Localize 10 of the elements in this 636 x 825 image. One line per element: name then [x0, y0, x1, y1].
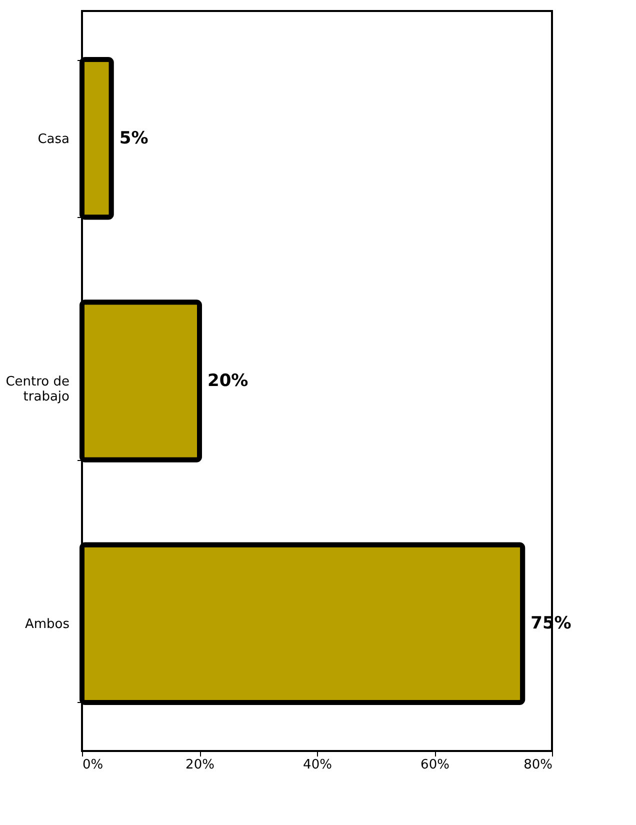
x-tick-label: 80%	[524, 758, 552, 772]
x-tick-label: 20%	[186, 758, 214, 772]
x-tick-label: 60%	[420, 758, 450, 772]
x-tick-label: 0%	[82, 758, 104, 772]
y-tick-label: Casa	[38, 132, 70, 147]
y-tick-label: Centro de trabajo	[6, 374, 70, 404]
data-label: 5%	[119, 128, 148, 148]
y-tick-label: Ambos	[24, 617, 70, 632]
data-label: 20%	[208, 371, 248, 391]
x-tick-label: 40%	[303, 758, 332, 772]
